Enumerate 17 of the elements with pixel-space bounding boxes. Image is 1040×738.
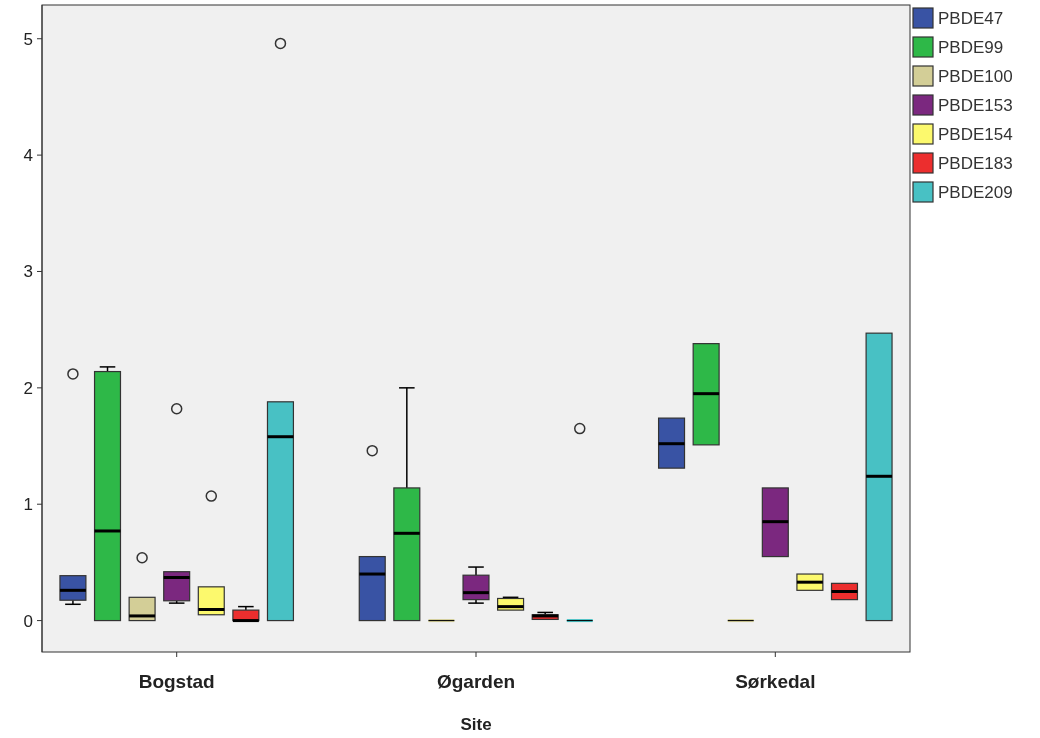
y-tick-label: 2 — [23, 378, 33, 398]
y-tick-label: 0 — [23, 611, 33, 631]
y-tick-label: 3 — [23, 262, 33, 282]
legend-label: PBDE100 — [938, 66, 1013, 86]
x-tick-label: Sørkedal — [735, 671, 816, 692]
y-tick-label: 5 — [23, 29, 33, 49]
x-tick-label: Øgarden — [436, 671, 516, 692]
legend-label: PBDE153 — [938, 95, 1013, 115]
legend-label: PBDE47 — [938, 8, 1004, 28]
legend-label: PBDE209 — [938, 182, 1013, 202]
y-tick-label: 1 — [23, 495, 33, 515]
legend-label: PBDE183 — [938, 153, 1013, 173]
x-tick-label: Bogstad — [138, 671, 215, 692]
x-axis-title: Site — [460, 715, 492, 734]
legend-label: PBDE154 — [938, 124, 1013, 144]
y-tick-label: 4 — [23, 146, 33, 166]
legend-label: PBDE99 — [938, 37, 1004, 57]
